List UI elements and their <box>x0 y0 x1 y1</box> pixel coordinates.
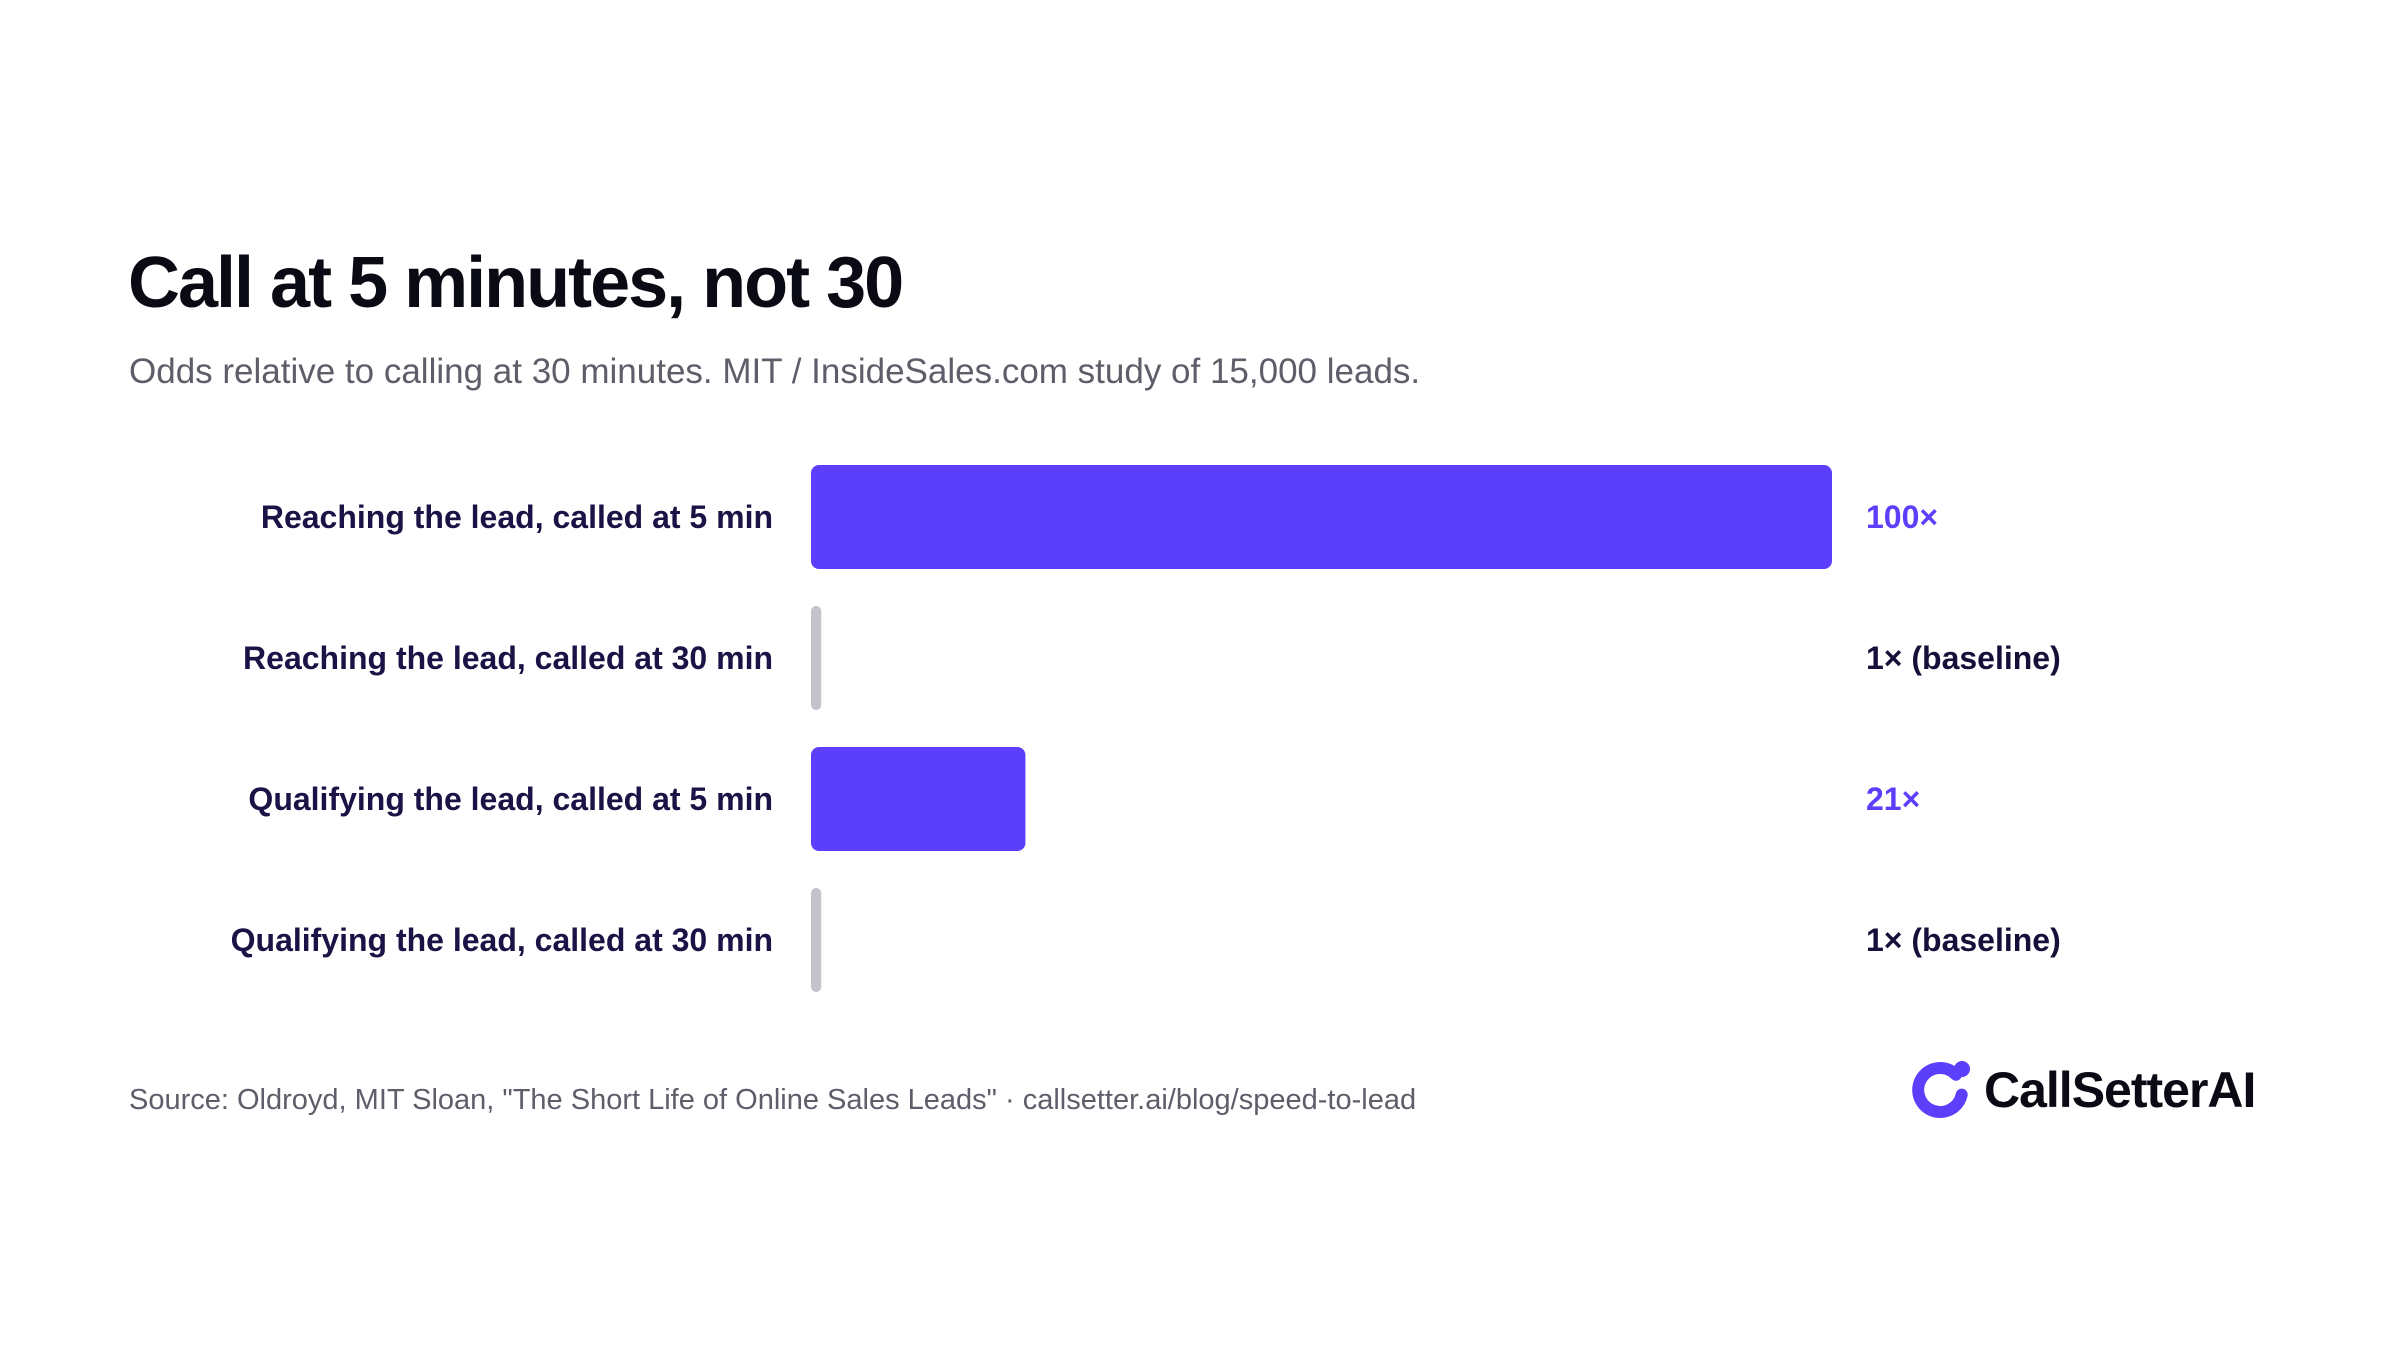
callsetter-logo-icon <box>1912 1061 1970 1118</box>
bar <box>811 465 1832 569</box>
value-label: 1× (baseline) <box>1866 640 2061 676</box>
value-label: 1× (baseline) <box>1866 922 2061 958</box>
source-note: Source: Oldroyd, MIT Sloan, "The Short L… <box>129 1084 1417 1116</box>
bar-chart: Reaching the lead, called at 5 min 100× Re… <box>231 465 2061 992</box>
chart-subtitle: Odds relative to calling at 30 minutes. … <box>129 352 1421 391</box>
category-label: Qualifying the lead, called at 5 min <box>248 781 773 817</box>
category-label: Reaching the lead, called at 5 min <box>261 499 773 535</box>
bar <box>811 747 1026 851</box>
baseline-bar <box>811 888 822 992</box>
value-label: 100× <box>1866 499 1938 535</box>
chart-title: Call at 5 minutes, not 30 <box>128 243 904 323</box>
baseline-bar <box>811 606 822 710</box>
brand-logo: CallSetterAI <box>1912 1057 2256 1123</box>
category-label: Qualifying the lead, called at 30 min <box>231 922 773 958</box>
brand-name: CallSetterAI <box>1984 1062 2256 1118</box>
category-label: Reaching the lead, called at 30 min <box>243 640 773 676</box>
value-label: 21× <box>1866 781 1920 817</box>
